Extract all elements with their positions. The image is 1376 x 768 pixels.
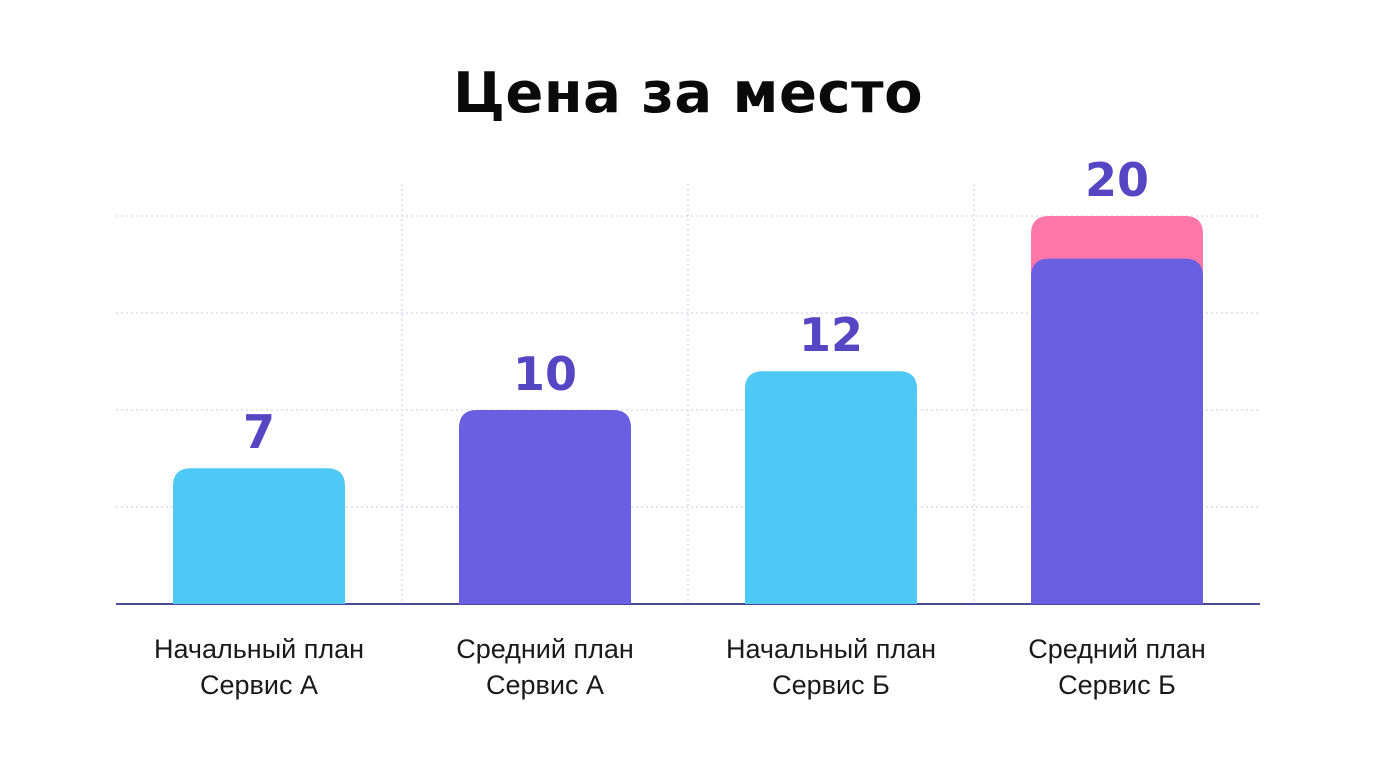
bar <box>459 410 631 604</box>
value-label: 20 <box>1085 153 1149 207</box>
category-label: Сервис А <box>200 670 318 700</box>
category-label: Начальный план <box>726 634 936 664</box>
value-label: 7 <box>243 405 275 459</box>
category-labels: Начальный план Сервис А Средний план Сервис… <box>154 634 1206 700</box>
value-label: 10 <box>513 347 577 401</box>
bar <box>1031 258 1203 604</box>
category-label: Сервис Б <box>1058 670 1176 700</box>
category-label: Средний план <box>456 634 634 664</box>
value-labels: 7 10 12 20 <box>243 153 1149 459</box>
bar <box>173 468 345 604</box>
category-label: Сервис Б <box>772 670 890 700</box>
bar <box>745 371 917 604</box>
bars <box>173 216 1203 604</box>
value-label: 12 <box>799 308 863 362</box>
category-label: Средний план <box>1028 634 1206 664</box>
category-label: Начальный план <box>154 634 364 664</box>
chart-title: Цена за место <box>452 61 924 126</box>
category-label: Сервис А <box>486 670 604 700</box>
